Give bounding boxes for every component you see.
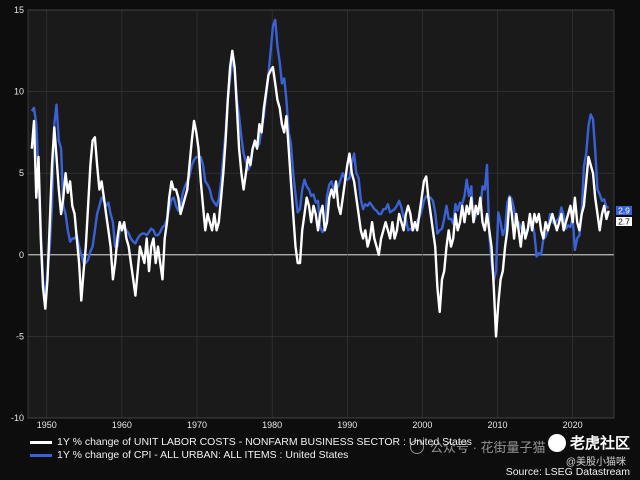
source-text: Source: LSEG Datastream — [505, 466, 630, 478]
tick-labels: -10 -5 0 5 10 15 1950 1960 1970 1980 1990 2000 2010 2… — [11, 5, 583, 430]
y-tick-label: 5 — [19, 168, 24, 178]
wechat-icon — [410, 439, 424, 454]
legend-swatch-white — [30, 441, 52, 444]
watermark: 公众号 · 花街量子猫 — [410, 437, 546, 456]
watermark-handle: @美股小猫咪 — [565, 457, 626, 468]
plot-border — [27, 9, 615, 419]
brand: 老虎社区 — [547, 432, 630, 453]
end-label-box-cpi — [616, 206, 632, 215]
y-tick-label: 15 — [14, 5, 24, 15]
x-tick-label: 1950 — [37, 420, 57, 430]
legend-label: 1Y % change of UNIT LABOR COSTS - NONFAR… — [57, 436, 472, 448]
x-tick-label: 1970 — [187, 420, 207, 430]
legend-swatch-blue — [30, 454, 52, 457]
legend-label: 1Y % change of CPI - ALL URBAN: ALL ITEM… — [57, 449, 349, 461]
end-value-labels: 2.92.7 — [616, 206, 632, 227]
legend: 1Y % change of UNIT LABOR COSTS - NONFAR… — [30, 436, 472, 462]
end-label-box-unit-labor-costs — [616, 217, 632, 226]
x-tick-label: 2010 — [488, 420, 508, 430]
y-tick-label: 10 — [14, 87, 24, 97]
tiger-logo-icon — [547, 433, 566, 452]
y-tick-label: 0 — [19, 250, 24, 260]
legend-item-cpi: 1Y % change of CPI - ALL URBAN: ALL ITEM… — [30, 449, 472, 462]
x-tick-label: 1980 — [262, 420, 282, 430]
x-tick-label: 2020 — [563, 420, 583, 430]
x-tick-label: 1960 — [112, 420, 132, 430]
legend-item-unit-labor-costs: 1Y % change of UNIT LABOR COSTS - NONFAR… — [30, 436, 472, 449]
y-tick-label: -5 — [16, 331, 24, 341]
series-line-cpi — [30, 18, 609, 302]
watermark-text: 公众号 · 花街量子猫 — [430, 440, 546, 455]
grid — [27, 9, 615, 419]
x-tick-label: 1990 — [337, 420, 357, 430]
series — [30, 18, 610, 338]
x-tick-label: 2000 — [412, 420, 432, 430]
series-line-unit-labor-costs — [30, 49, 610, 338]
y-tick-label: -10 — [11, 413, 24, 423]
brand-text: 老虎社区 — [569, 435, 630, 452]
end-label-cpi: 2.9 — [618, 206, 630, 216]
end-label-unit-labor-costs: 2.7 — [618, 217, 630, 227]
